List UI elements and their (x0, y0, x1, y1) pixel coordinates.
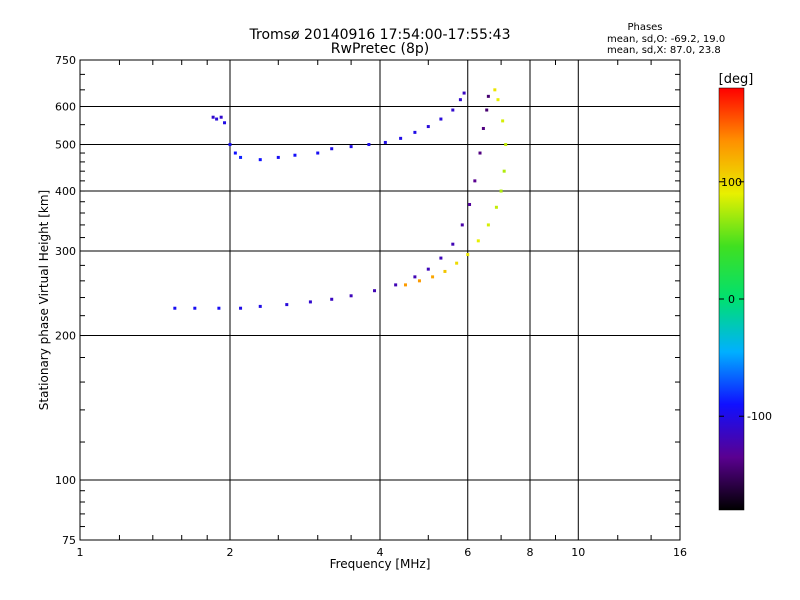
echo-point (239, 306, 243, 310)
colorbar-tick-label: 100 (721, 176, 742, 189)
echo-point (173, 306, 177, 310)
x-tick-label: 10 (571, 546, 585, 559)
echo-point (373, 289, 377, 293)
echo-point (501, 119, 505, 123)
colorbar-label: [deg] (719, 72, 754, 87)
echo-point (330, 147, 334, 151)
x-tick-label: 4 (377, 546, 384, 559)
echo-point (215, 117, 219, 121)
chart-subtitle: RwPretec (8p) (331, 41, 429, 57)
points-layer (173, 88, 508, 310)
echo-point (217, 306, 221, 310)
echo-point (439, 256, 443, 260)
echo-point (502, 169, 506, 173)
x-tick-label: 2 (227, 546, 234, 559)
y-tick-label: 600 (55, 101, 76, 114)
y-tick-label: 75 (62, 534, 76, 547)
echo-point (478, 151, 482, 155)
echo-point (426, 267, 430, 271)
echo-point (451, 108, 455, 112)
echo-point (476, 239, 480, 243)
echo-point (413, 130, 417, 134)
echo-point (258, 304, 262, 308)
x-tick-label: 16 (673, 546, 687, 559)
echo-point (485, 108, 489, 112)
y-tick-label: 500 (55, 139, 76, 152)
colorbar-tick-label: 0 (728, 293, 735, 306)
y-tick-label: 750 (55, 54, 76, 67)
echo-point (349, 294, 353, 298)
x-tick-label: 6 (464, 546, 471, 559)
echo-point (330, 297, 334, 301)
echo-point (367, 143, 371, 147)
echo-point (417, 279, 421, 283)
x-tick-label: 1 (77, 546, 84, 559)
echo-point (228, 143, 232, 147)
echo-point (239, 155, 243, 159)
echo-point (285, 303, 289, 307)
echo-point (473, 179, 477, 183)
echo-point (193, 306, 197, 310)
y-axis-label: Stationary phase Virtual Height [km] (37, 190, 51, 410)
tick-layer: 1 2 4 6 8 10 16 75 100 200 300 400 500 600 750 (55, 54, 687, 559)
x-tick-label: 8 (527, 546, 534, 559)
echo-point (486, 223, 490, 227)
echo-point (499, 189, 503, 193)
echo-point (504, 143, 508, 147)
echo-point (308, 300, 312, 304)
echo-point (349, 145, 353, 149)
echo-point (399, 136, 403, 140)
chart-title: Tromsø 20140916 17:54:00-17:55:43 (249, 27, 511, 43)
echo-point (462, 91, 466, 95)
echo-point (493, 88, 497, 92)
y-tick-label: 300 (55, 245, 76, 258)
echo-point (481, 126, 485, 130)
echo-point (293, 153, 297, 157)
echo-point (458, 98, 462, 102)
echo-point (413, 275, 417, 279)
phases-header: Phases (627, 22, 662, 33)
echo-point (451, 242, 455, 246)
echo-point (455, 261, 459, 265)
echo-point (383, 140, 387, 144)
echo-point (443, 269, 447, 273)
phases-x-stats: mean, sd,X: 87.0, 23.8 (607, 45, 721, 56)
echo-point (316, 151, 320, 155)
echo-point (439, 117, 443, 121)
y-tick-label: 100 (55, 474, 76, 487)
echo-point (496, 98, 500, 102)
echo-point (276, 155, 280, 159)
grid-layer (80, 60, 680, 540)
echo-point (394, 283, 398, 287)
y-tick-label: 400 (55, 185, 76, 198)
echo-point (494, 205, 498, 209)
echo-point (468, 202, 472, 206)
echo-point (431, 275, 435, 279)
echo-point (258, 158, 262, 162)
colorbar-tick-label: -100 (747, 410, 772, 423)
phases-o-stats: mean, sd,O: -69.2, 19.0 (607, 34, 725, 45)
echo-point (486, 94, 490, 98)
x-axis-label: Frequency [MHz] (330, 557, 431, 571)
echo-point (233, 151, 237, 155)
echo-point (426, 125, 430, 129)
echo-point (211, 115, 215, 119)
echo-point (223, 121, 227, 125)
echo-point (460, 223, 464, 227)
echo-point (403, 283, 407, 287)
colorbar-ticks: 100 0 -100 (719, 176, 772, 423)
echo-point (219, 115, 223, 119)
y-tick-label: 200 (55, 330, 76, 343)
echo-point (466, 253, 470, 257)
